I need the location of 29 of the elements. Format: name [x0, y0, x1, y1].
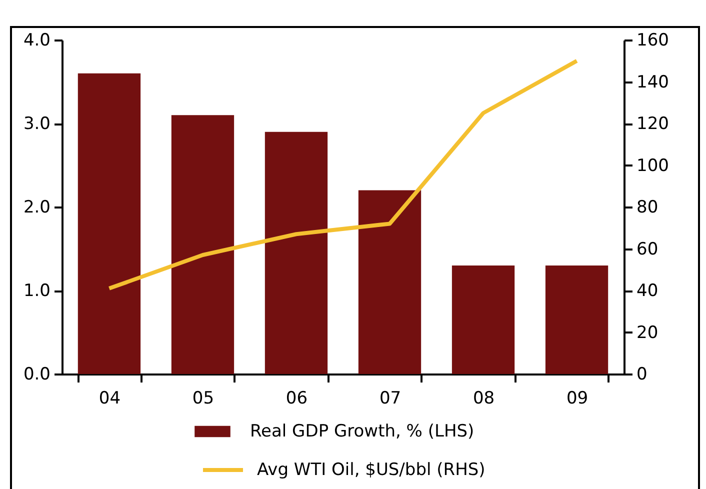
y-tick-label: 2.0 [23, 198, 50, 218]
x-tick-label: 04 [98, 388, 121, 408]
y-tick-label: 0.0 [23, 364, 50, 384]
bar [171, 115, 234, 374]
bar [452, 265, 515, 374]
x-tick-label: 07 [379, 388, 402, 408]
y2-tick-label: 60 [636, 239, 658, 260]
bar [78, 73, 141, 374]
y2-tick-label: 20 [636, 322, 658, 343]
y-tick-label: 4.0 [23, 30, 50, 50]
bar [358, 190, 422, 374]
y2-tick-label: 40 [636, 281, 658, 301]
x-tick-label: 09 [566, 388, 588, 408]
y2-tick-label: 0 [636, 364, 648, 384]
legend-label: Real GDP Growth, % (LHS) [250, 422, 474, 442]
y2-tick-label: 120 [636, 114, 669, 134]
legend-label: Avg WTI Oil, $US/bbl (RHS) [257, 460, 486, 480]
bar [545, 265, 608, 374]
y2-tick-label: 80 [636, 198, 658, 218]
bar [264, 132, 328, 374]
x-tick-label: 08 [472, 388, 495, 408]
x-tick-label: 06 [286, 388, 308, 408]
line-series [107, 58, 579, 290]
y-tick-label: 1.0 [23, 281, 50, 301]
y2-tick-label: 140 [636, 72, 669, 92]
y2-tick-label: 160 [636, 30, 669, 50]
y2-tick-label: 100 [636, 156, 669, 176]
x-tick-label: 05 [192, 388, 214, 408]
y-tick-label: 3.0 [23, 114, 50, 134]
